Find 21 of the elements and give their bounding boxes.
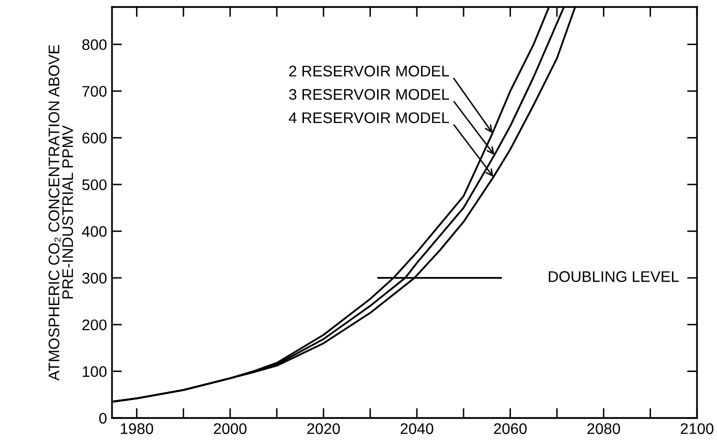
x-tick-label: 2100 [680,423,714,434]
y-tick-label: 0 [99,412,107,424]
ref-line-label: DOUBLING LEVEL [548,271,679,282]
annotation: 4 RESERVOIR MODEL [288,112,450,124]
y-tick-label: 800 [82,39,107,50]
x-tick-label: 2060 [494,423,527,434]
y-tick-label: 700 [82,86,107,97]
y-tick-label: 100 [82,366,107,377]
x-tick-label: 1980 [120,423,154,434]
x-tick-label: 2080 [587,423,620,434]
annotation: 3 RESERVOIR MODEL [289,89,450,100]
x-tick-label: 2020 [307,423,340,434]
y-axis-title: ATMOSPHERIC CO₂ CONCENTRATION ABOVE PRE-INDUSTRIAL PPMV [48,44,74,381]
y-tick-label: 600 [82,132,107,144]
y-tick-label: 300 [82,272,107,284]
y-tick-label: 400 [82,226,107,237]
x-tick-label: 2000 [214,423,247,434]
x-tick-label: 2040 [400,423,434,434]
annotation: 2 RESERVOIR MODEL [289,66,450,76]
y-tick-label: 500 [82,179,107,190]
y-tick-label: 200 [82,319,107,330]
